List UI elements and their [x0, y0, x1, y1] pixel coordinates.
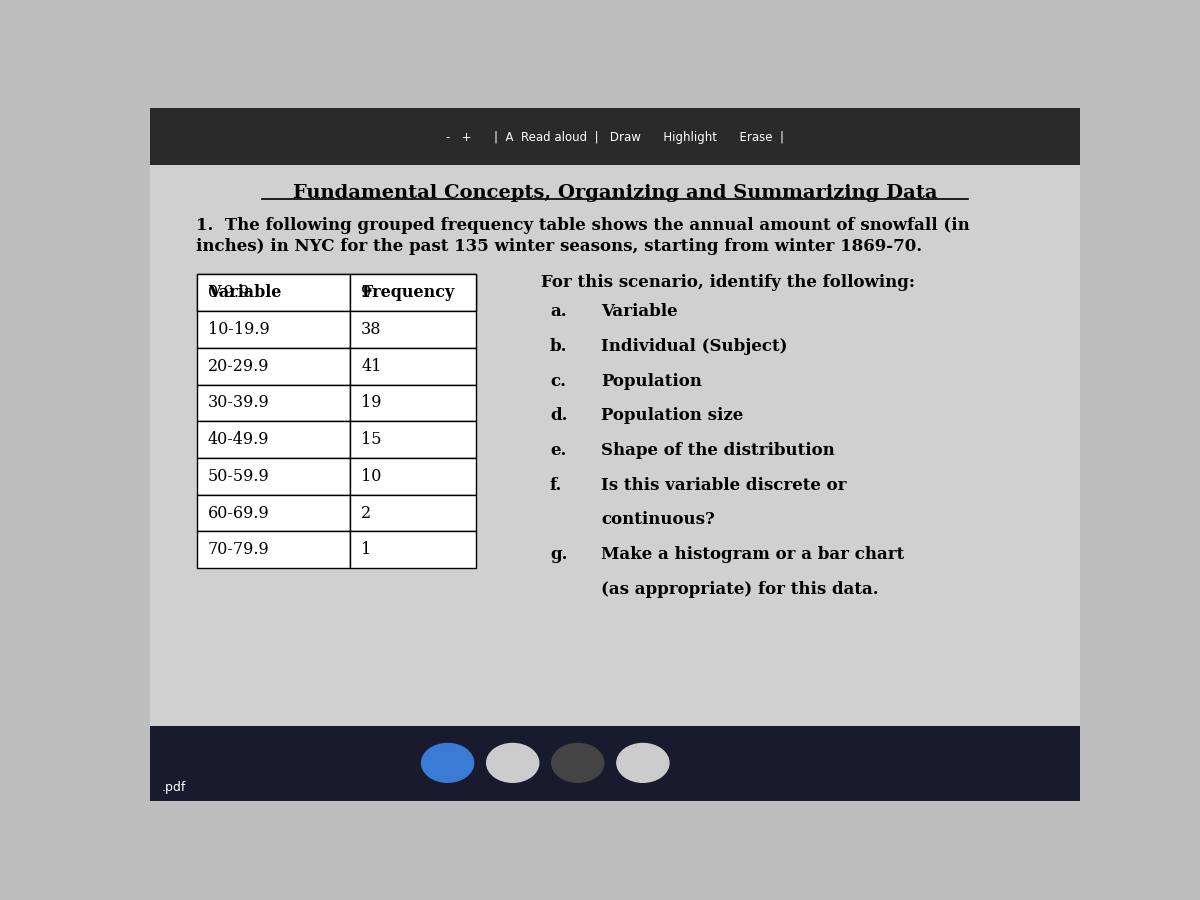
Circle shape	[617, 743, 668, 782]
Text: Frequency: Frequency	[361, 284, 455, 302]
Text: 1: 1	[361, 541, 371, 558]
Text: .pdf: .pdf	[161, 780, 186, 794]
Text: Fundamental Concepts, Organizing and Summarizing Data: Fundamental Concepts, Organizing and Sum…	[293, 184, 937, 202]
Text: c.: c.	[550, 373, 566, 390]
Text: a.: a.	[550, 303, 566, 320]
Text: 41: 41	[361, 357, 382, 374]
Text: 15: 15	[361, 431, 382, 448]
Bar	[197, 311, 350, 347]
Text: 50-59.9: 50-59.9	[208, 468, 270, 485]
Bar	[197, 495, 350, 531]
Bar	[197, 531, 350, 568]
Bar	[197, 274, 350, 311]
Text: 10: 10	[361, 468, 382, 485]
Text: 70-79.9: 70-79.9	[208, 541, 270, 558]
Text: Population: Population	[601, 373, 702, 390]
Bar	[350, 347, 475, 384]
Text: Variable: Variable	[208, 284, 281, 302]
Bar	[197, 274, 350, 311]
Bar	[350, 384, 475, 421]
Bar	[350, 274, 475, 311]
Text: Individual (Subject): Individual (Subject)	[601, 338, 787, 356]
Circle shape	[552, 743, 604, 782]
Bar	[150, 108, 1080, 165]
Text: -   +      |  A  Read aloud  |   Draw      Highlight      Erase  |: - + | A Read aloud | Draw Highlight Eras…	[446, 130, 784, 144]
Bar	[350, 421, 475, 458]
Bar	[350, 531, 475, 568]
Text: (as appropriate) for this data.: (as appropriate) for this data.	[601, 580, 878, 598]
Bar	[350, 495, 475, 531]
Text: 10-19.9: 10-19.9	[208, 321, 270, 338]
Bar	[197, 347, 350, 384]
Text: continuous?: continuous?	[601, 511, 715, 528]
Text: g.: g.	[550, 546, 568, 563]
Bar	[350, 311, 475, 347]
Text: inches) in NYC for the past 135 winter seasons, starting from winter 1869-70.: inches) in NYC for the past 135 winter s…	[197, 238, 923, 255]
Text: d.: d.	[550, 408, 568, 425]
Text: 9: 9	[361, 284, 371, 302]
Bar	[350, 274, 475, 311]
Text: 1.  The following grouped frequency table shows the annual amount of snowfall (i: 1. The following grouped frequency table…	[197, 217, 971, 234]
Text: 30-39.9: 30-39.9	[208, 394, 270, 411]
Text: 2: 2	[361, 505, 371, 522]
Bar	[197, 458, 350, 495]
Text: Shape of the distribution: Shape of the distribution	[601, 442, 835, 459]
Text: 38: 38	[361, 321, 382, 338]
Text: Variable: Variable	[601, 303, 678, 320]
Bar	[350, 458, 475, 495]
Text: 40-49.9: 40-49.9	[208, 431, 269, 448]
Text: Population size: Population size	[601, 408, 743, 425]
Text: b.: b.	[550, 338, 568, 356]
Text: 20-29.9: 20-29.9	[208, 357, 269, 374]
Bar	[197, 421, 350, 458]
Text: Is this variable discrete or: Is this variable discrete or	[601, 477, 846, 494]
Text: e.: e.	[550, 442, 566, 459]
Text: 19: 19	[361, 394, 382, 411]
Text: Make a histogram or a bar chart: Make a histogram or a bar chart	[601, 546, 905, 563]
Circle shape	[487, 743, 539, 782]
Text: 60-69.9: 60-69.9	[208, 505, 270, 522]
Text: For this scenario, identify the following:: For this scenario, identify the followin…	[540, 274, 914, 292]
Bar	[150, 165, 1080, 726]
Bar	[197, 384, 350, 421]
Text: 0-9.9: 0-9.9	[208, 284, 248, 302]
Text: f.: f.	[550, 477, 563, 494]
Circle shape	[421, 743, 474, 782]
Bar	[150, 726, 1080, 801]
